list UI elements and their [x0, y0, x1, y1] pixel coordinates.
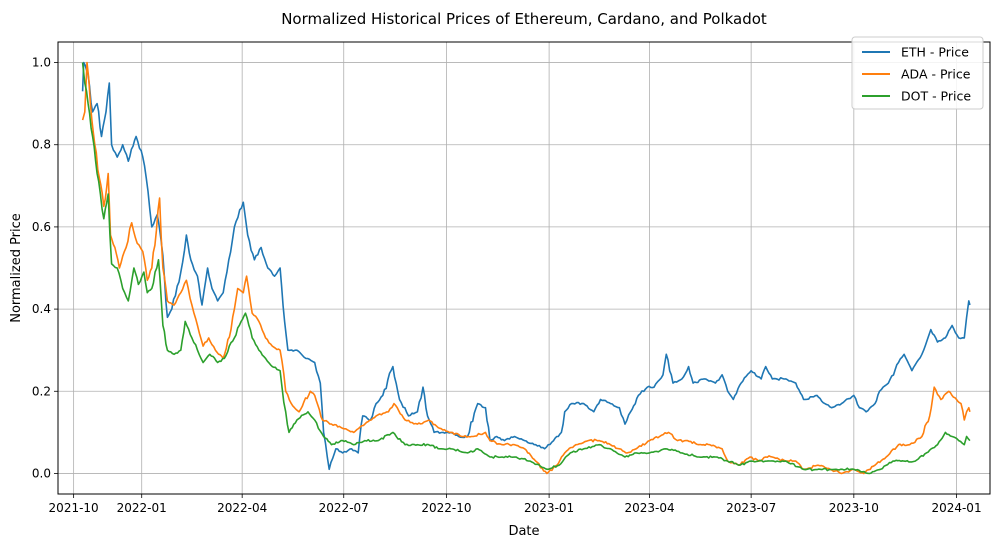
x-tick-label: 2023-10	[829, 501, 879, 515]
x-tick-label: 2022-01	[117, 501, 167, 515]
x-tick-label: 2022-07	[319, 501, 369, 515]
legend-label: ETH - Price	[901, 45, 969, 60]
y-tick-label: 0.0	[32, 466, 51, 480]
x-tick-label: 2022-04	[217, 501, 267, 515]
y-tick-label: 0.4	[32, 302, 51, 316]
y-tick-label: 0.6	[32, 220, 51, 234]
legend-label: DOT - Price	[901, 89, 971, 104]
series-line-eth	[81, 61, 971, 471]
x-tick-label: 2024-01	[931, 501, 981, 515]
x-tick-label: 2023-04	[624, 501, 674, 515]
y-tick-label: 0.8	[32, 138, 51, 152]
y-axis-label: Normalized Price	[9, 213, 24, 323]
chart-title: Normalized Historical Prices of Ethereum…	[281, 10, 767, 28]
grid-lines	[58, 42, 990, 494]
legend-label: ADA - Price	[901, 67, 971, 82]
series-lines	[81, 61, 971, 475]
legend-box	[851, 36, 984, 110]
series-line-ada	[81, 61, 971, 475]
y-tick-label: 0.2	[32, 384, 51, 398]
axis-ticks: 2021-10 2022-01 2022-04 2022-07 2022-10 2023-…	[32, 56, 982, 515]
legend: ETH - Price ADA - Price DOT - Price	[851, 36, 984, 110]
series-line-dot	[81, 62, 971, 475]
x-tick-label: 2023-01	[524, 501, 574, 515]
x-axis-label: Date	[508, 524, 539, 539]
legend-items: ETH - Price ADA - Price DOT - Price	[862, 45, 971, 104]
x-tick-label: 2022-10	[421, 501, 471, 515]
x-tick-label: 2021-10	[49, 501, 99, 515]
y-tick-label: 1.0	[32, 56, 51, 70]
plot-frame	[57, 41, 991, 495]
x-tick-label: 2023-07	[726, 501, 776, 515]
